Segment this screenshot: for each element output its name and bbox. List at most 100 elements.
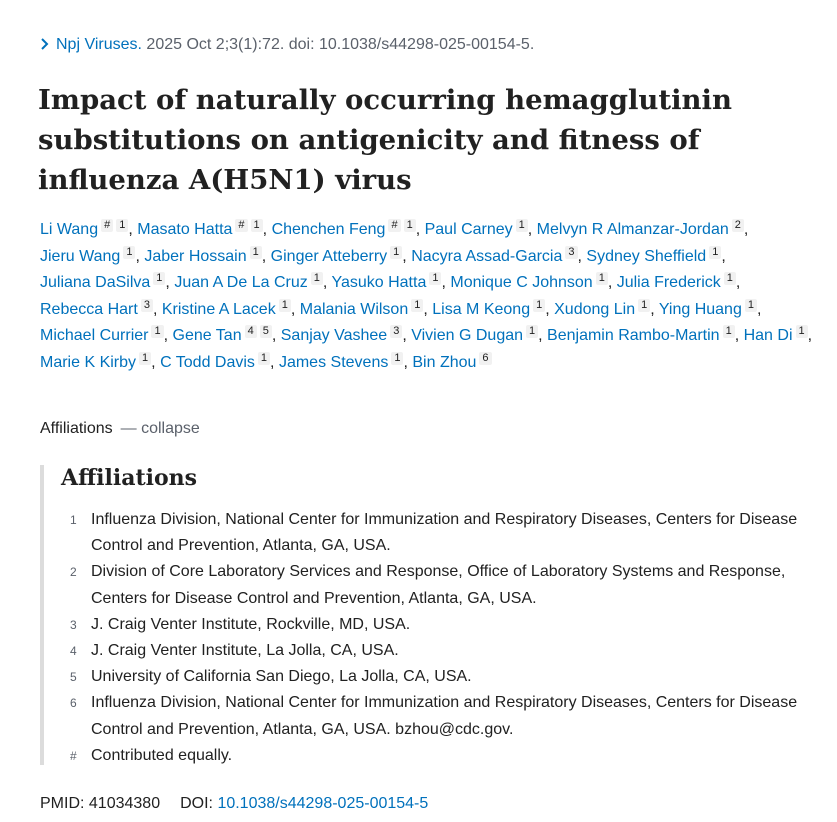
journal-link[interactable]: Npj Viruses. bbox=[56, 36, 142, 53]
author-name[interactable]: Lisa M Keong bbox=[432, 300, 531, 318]
affiliation-marker: 2 bbox=[70, 565, 77, 580]
author: Sydney Sheffield 1 bbox=[586, 245, 726, 265]
affiliation-sup[interactable]: 1 bbox=[709, 245, 722, 259]
affiliation-sup[interactable]: 1 bbox=[139, 351, 152, 365]
author-name[interactable]: Michael Currier bbox=[40, 327, 149, 345]
affiliation-sup[interactable]: 4 bbox=[244, 325, 257, 339]
affiliation-text: Contributed equally. bbox=[91, 746, 233, 764]
affiliation-sup[interactable]: 1 bbox=[515, 219, 528, 232]
toggle-label: Affiliations bbox=[40, 420, 113, 437]
affiliation-sup[interactable]: 1 bbox=[116, 219, 129, 232]
author-name[interactable]: Han Di bbox=[743, 327, 793, 345]
author-name[interactable]: C Todd Davis bbox=[160, 353, 255, 371]
author-name[interactable]: Juliana DaSilva bbox=[40, 274, 151, 292]
author: Lisa M Keong 1 bbox=[432, 298, 550, 318]
author-list: Li Wang#1 Masato Hatta#1 Chenchen Feng#1… bbox=[40, 217, 825, 377]
affiliation-sup[interactable]: 3 bbox=[390, 325, 403, 339]
author: Bin Zhou 6 bbox=[412, 351, 492, 371]
affiliation-sup[interactable]: 1 bbox=[429, 272, 442, 286]
affiliation-sup[interactable]: 1 bbox=[390, 245, 403, 259]
affiliation-item: 3 J. Craig Venter Institute, Rockville, M… bbox=[64, 612, 824, 638]
affiliation-sup[interactable]: 1 bbox=[310, 272, 323, 286]
affiliation-sup[interactable]: 1 bbox=[795, 325, 808, 339]
author-name[interactable]: Vivien G Dugan bbox=[411, 327, 524, 345]
author-name[interactable]: Malania Wilson bbox=[299, 300, 409, 318]
author-name[interactable]: Chenchen Feng bbox=[271, 221, 386, 238]
affiliation-sup[interactable]: 5 bbox=[259, 325, 272, 339]
affiliation-sup[interactable]: 1 bbox=[257, 351, 271, 365]
affiliation-text: J. Craig Venter Institute, La Jolla, CA,… bbox=[91, 642, 399, 660]
affiliation-list: 1 Influenza Division, National Center for… bbox=[64, 507, 824, 769]
author-name[interactable]: Julia Frederick bbox=[616, 274, 721, 292]
author-name[interactable]: Melvyn R Almanzar-Jordan bbox=[536, 221, 729, 238]
affiliation-sup[interactable]: 1 bbox=[722, 325, 735, 339]
affiliation-sup[interactable]: 1 bbox=[526, 325, 539, 339]
author: Malania Wilson 1 bbox=[299, 298, 428, 318]
author-name[interactable]: James Stevens bbox=[278, 353, 389, 371]
author: Juan A De La Cruz 1 bbox=[174, 272, 327, 292]
affiliation-item: # Contributed equally. bbox=[64, 743, 824, 769]
affiliation-sup[interactable]: 3 bbox=[140, 298, 153, 312]
doi-link[interactable]: 10.1038/s44298-025-00154-5 bbox=[217, 795, 429, 812]
author: Xudong Lin 1 bbox=[554, 298, 655, 318]
citation: Npj Viruses. 2025 Oct 2;3(1):72. doi: 10… bbox=[40, 36, 534, 54]
author-name[interactable]: Monique C Johnson bbox=[450, 274, 593, 292]
affiliation-sup[interactable]: # bbox=[388, 219, 401, 232]
author-name[interactable]: Ying Huang bbox=[658, 300, 742, 318]
affiliation-sup[interactable]: 1 bbox=[123, 245, 136, 259]
author-name[interactable]: Masato Hatta bbox=[137, 221, 233, 238]
author: Marie K Kirby 1 bbox=[40, 351, 156, 371]
identifiers: PMID: 41034380 DOI: 10.1038/s44298-025-00… bbox=[40, 795, 428, 813]
affiliation-item: 6 Influenza Division, National Center for… bbox=[64, 690, 824, 742]
affiliation-sup[interactable]: 6 bbox=[479, 351, 492, 365]
author-name[interactable]: Juan A De La Cruz bbox=[174, 274, 308, 292]
affiliation-marker: 6 bbox=[70, 696, 77, 711]
affiliation-sup[interactable]: 2 bbox=[731, 219, 744, 232]
author-name[interactable]: Benjamin Rambo-Martin bbox=[547, 327, 720, 345]
affiliation-item: 5 University of California San Diego, La … bbox=[64, 664, 824, 690]
author-name[interactable]: Kristine A Lacek bbox=[161, 300, 276, 318]
author-name[interactable]: Yasuko Hatta bbox=[331, 274, 427, 292]
author-name[interactable]: Sanjay Vashee bbox=[280, 327, 388, 345]
affiliation-sup[interactable]: # bbox=[101, 219, 114, 232]
affiliation-sup[interactable]: 1 bbox=[403, 219, 416, 232]
author: James Stevens 1 bbox=[278, 351, 408, 371]
affiliation-sup[interactable]: 1 bbox=[278, 298, 291, 312]
toggle-action[interactable]: collapse bbox=[121, 420, 200, 437]
author: Li Wang #1 bbox=[40, 219, 133, 238]
author-name[interactable]: Nacyra Assad-Garcia bbox=[411, 247, 563, 265]
affiliation-sup[interactable]: 1 bbox=[638, 298, 651, 312]
author-name[interactable]: Jaber Hossain bbox=[144, 247, 247, 265]
author-name[interactable]: Ginger Atteberry bbox=[270, 247, 388, 265]
author-name[interactable]: Marie K Kirby bbox=[40, 353, 137, 371]
affiliations-panel: Affiliations 1 Influenza Division, Nation… bbox=[40, 465, 824, 765]
author-name[interactable]: Paul Carney bbox=[424, 221, 513, 238]
author-name[interactable]: Xudong Lin bbox=[554, 300, 636, 318]
affiliation-sup[interactable]: 1 bbox=[151, 325, 164, 339]
affiliations-toggle: Affiliations collapse bbox=[40, 420, 200, 438]
author: Ying Huang 1 bbox=[658, 298, 761, 318]
affiliation-sup[interactable]: 1 bbox=[250, 219, 263, 232]
author: Sanjay Vashee 3 bbox=[280, 325, 407, 345]
author-name[interactable]: Gene Tan bbox=[172, 327, 242, 345]
affiliation-sup[interactable]: 3 bbox=[565, 245, 578, 259]
author-name[interactable]: Sydney Sheffield bbox=[586, 247, 707, 265]
author-name[interactable]: Jieru Wang bbox=[40, 247, 121, 265]
affiliation-sup[interactable]: 1 bbox=[411, 298, 424, 312]
author: Juliana DaSilva 1 bbox=[40, 272, 170, 292]
affiliation-sup[interactable]: 1 bbox=[744, 298, 757, 312]
affiliation-sup[interactable]: 1 bbox=[249, 245, 262, 259]
affiliation-sup[interactable]: # bbox=[235, 219, 248, 232]
affiliation-sup[interactable]: 1 bbox=[153, 272, 166, 286]
author: Paul Carney 1 bbox=[424, 219, 532, 238]
affiliation-sup[interactable]: 1 bbox=[533, 298, 546, 312]
author: Rebecca Hart 3 bbox=[40, 298, 157, 318]
author-name[interactable]: Li Wang bbox=[40, 221, 99, 238]
affiliation-sup[interactable]: 1 bbox=[595, 272, 608, 286]
author: Benjamin Rambo-Martin 1 bbox=[547, 325, 739, 345]
author: Kristine A Lacek 1 bbox=[161, 298, 295, 318]
affiliation-sup[interactable]: 1 bbox=[391, 351, 404, 365]
author-name[interactable]: Bin Zhou bbox=[412, 353, 477, 371]
affiliation-sup[interactable]: 1 bbox=[723, 272, 736, 286]
author-name[interactable]: Rebecca Hart bbox=[40, 300, 138, 318]
